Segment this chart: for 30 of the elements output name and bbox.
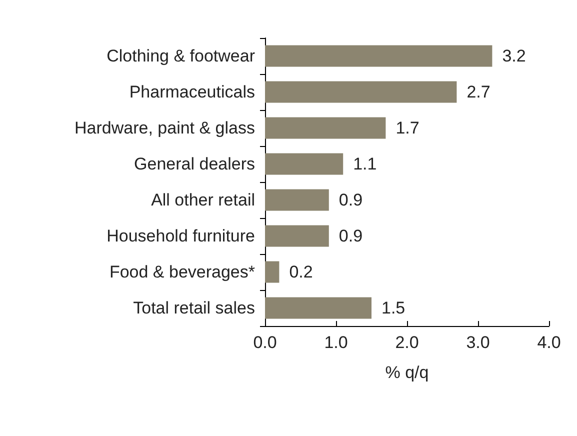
data-label: 3.2 — [502, 46, 526, 66]
bar — [265, 81, 457, 103]
bar — [265, 45, 492, 67]
data-label: 1.5 — [382, 298, 406, 318]
y-tick-label: Clothing & footwear — [106, 46, 256, 66]
y-tick-label: Household furniture — [106, 226, 255, 246]
data-label: 0.2 — [289, 262, 313, 282]
data-label: 1.1 — [353, 154, 377, 174]
y-tick-label: Pharmaceuticals — [129, 82, 255, 102]
data-label: 1.7 — [396, 118, 420, 138]
x-tick-label: 4.0 — [537, 333, 561, 352]
x-tick-label: 3.0 — [466, 333, 490, 352]
data-label: 2.7 — [466, 82, 490, 102]
x-axis-title: % q/q — [385, 363, 429, 382]
x-tick-label: 1.0 — [324, 333, 348, 352]
bar — [265, 153, 344, 175]
y-tick-label: Total retail sales — [133, 298, 255, 318]
y-tick-label: General dealers — [134, 154, 255, 174]
x-tick-label: 2.0 — [395, 333, 419, 352]
bar — [265, 117, 386, 139]
bar — [265, 189, 329, 211]
bar — [265, 225, 329, 247]
x-tick-label: 0.0 — [253, 333, 277, 352]
y-tick-label: Food & beverages* — [109, 262, 256, 282]
bar — [265, 297, 372, 319]
y-tick-label: All other retail — [151, 190, 255, 210]
data-label: 0.9 — [338, 190, 363, 210]
y-tick-label: Hardware, paint & glass — [74, 118, 255, 138]
data-label: 0.9 — [338, 226, 363, 246]
bar — [265, 261, 280, 283]
